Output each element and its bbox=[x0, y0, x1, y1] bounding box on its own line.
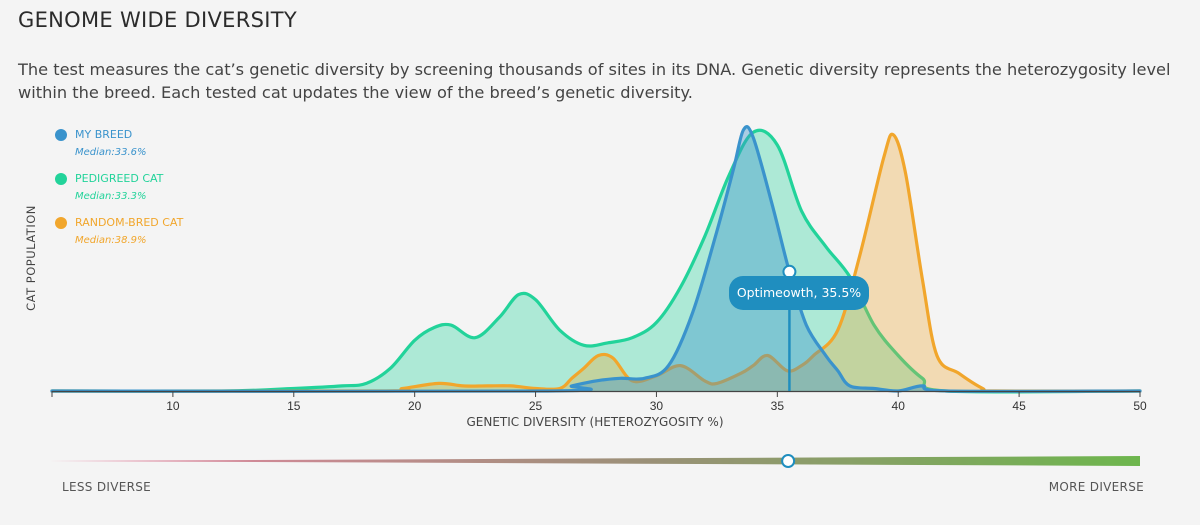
x-tick-label: 20 bbox=[408, 399, 422, 413]
x-tick-label: 15 bbox=[287, 399, 301, 413]
x-tick-label: 25 bbox=[529, 399, 543, 413]
page-description: The test measures the cat’s genetic dive… bbox=[18, 60, 1171, 102]
legend-label-my-breed: MY BREED bbox=[75, 128, 133, 141]
diversity-scale-bar bbox=[48, 456, 1140, 466]
more-diverse-label: MORE DIVERSE bbox=[1048, 480, 1144, 494]
legend-median-random-bred-cat: Median:38.9% bbox=[75, 235, 147, 246]
x-tick-label: 10 bbox=[166, 399, 180, 413]
series-line-my-breed bbox=[50, 125, 1142, 393]
diversity-scale-marker[interactable] bbox=[781, 454, 796, 468]
legend-median-my-breed: Median:33.6% bbox=[75, 147, 147, 158]
x-tick-label: 30 bbox=[650, 399, 664, 413]
legend-label-random-bred-cat: RANDOM-BRED CAT bbox=[75, 216, 184, 229]
y-axis-label: CAT POPULATION bbox=[24, 205, 38, 311]
legend-dot-random-bred-cat bbox=[55, 217, 67, 229]
x-axis-label: GENETIC DIVERSITY (HETEROZYGOSITY %) bbox=[466, 415, 724, 429]
cat-tooltip: Optimeowth, 35.5% bbox=[729, 276, 869, 310]
legend-dot-my-breed bbox=[55, 129, 67, 141]
x-tick-label: 50 bbox=[1133, 399, 1147, 413]
legend-label-pedigreed-cat: PEDIGREED CAT bbox=[75, 172, 164, 185]
page-title: GENOME WIDE DIVERSITY bbox=[18, 8, 297, 32]
less-diverse-label: LESS DIVERSE bbox=[62, 480, 152, 494]
legend-median-pedigreed-cat: Median:33.3% bbox=[75, 191, 147, 202]
legend-dot-pedigreed-cat bbox=[55, 173, 67, 185]
x-tick-label: 45 bbox=[1012, 399, 1026, 413]
x-tick-label: 35 bbox=[771, 399, 785, 413]
series-area-random-bred-cat bbox=[52, 134, 1140, 392]
series-line-random-bred-cat bbox=[50, 132, 1142, 393]
series-area-pedigreed-cat bbox=[52, 130, 1140, 392]
x-tick-label: 40 bbox=[892, 399, 906, 413]
x-axis: 10 15 20 25 30 35 40 45 50 bbox=[51, 390, 1147, 413]
